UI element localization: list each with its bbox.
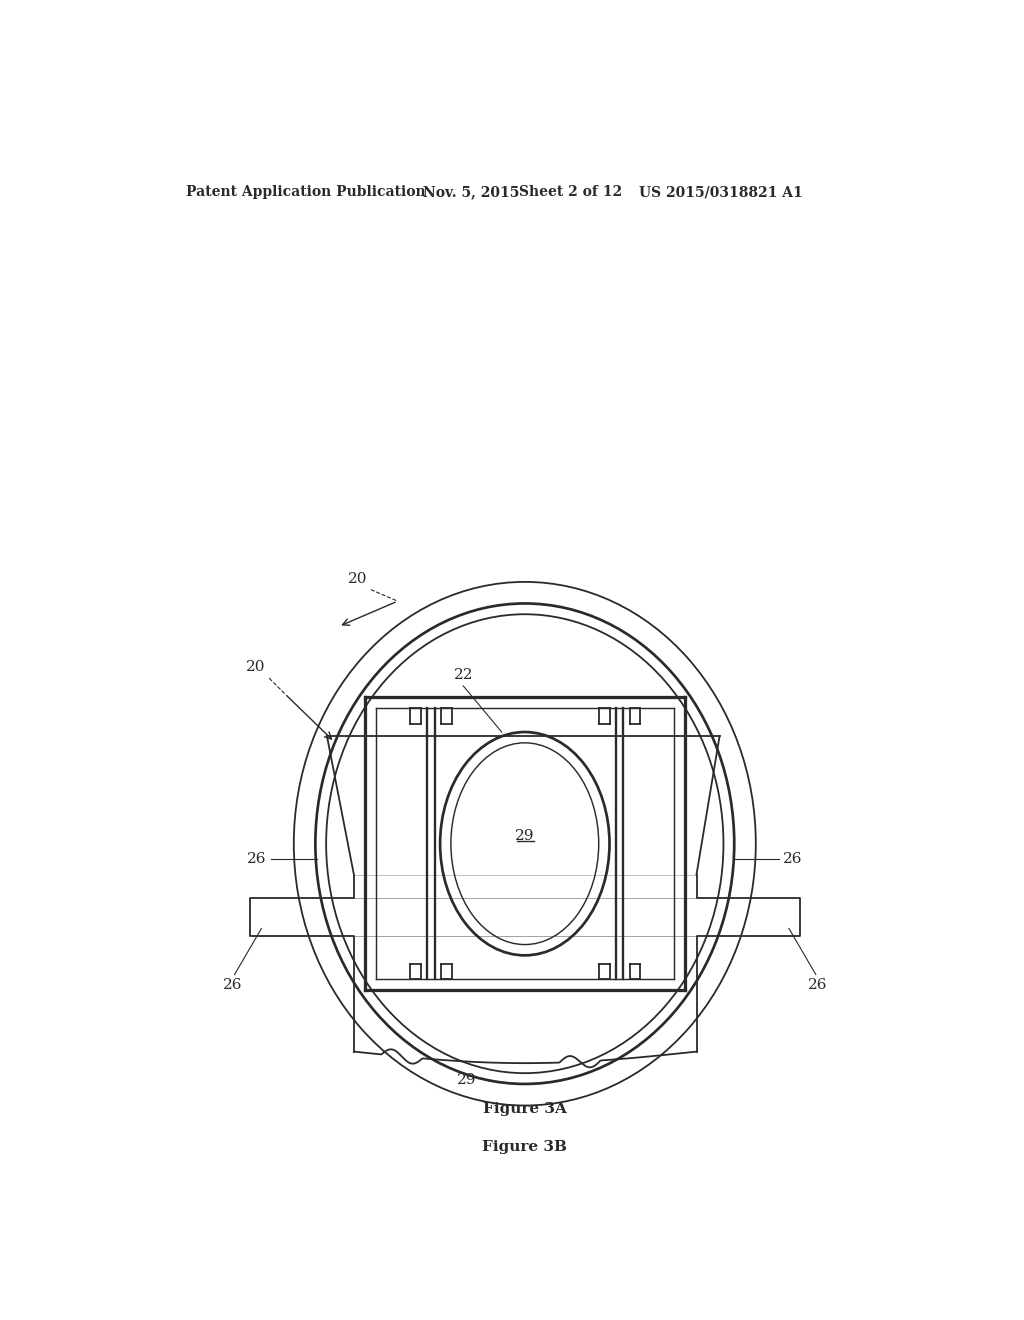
Text: Nov. 5, 2015: Nov. 5, 2015: [423, 185, 519, 199]
Text: 29: 29: [458, 1073, 477, 1088]
Text: 20: 20: [347, 572, 367, 586]
Text: 26: 26: [223, 978, 243, 993]
Text: 20: 20: [246, 660, 265, 675]
Text: Sheet 2 of 12: Sheet 2 of 12: [519, 185, 623, 199]
Text: US 2015/0318821 A1: US 2015/0318821 A1: [639, 185, 803, 199]
Text: Figure 3A: Figure 3A: [483, 1102, 566, 1115]
Text: Figure 3B: Figure 3B: [482, 1140, 567, 1154]
Text: Patent Application Publication: Patent Application Publication: [186, 185, 426, 199]
Text: 26: 26: [808, 978, 827, 993]
Text: 26: 26: [782, 853, 802, 866]
Text: 26: 26: [248, 853, 267, 866]
Text: 29: 29: [515, 829, 535, 843]
Text: 22: 22: [454, 668, 473, 682]
